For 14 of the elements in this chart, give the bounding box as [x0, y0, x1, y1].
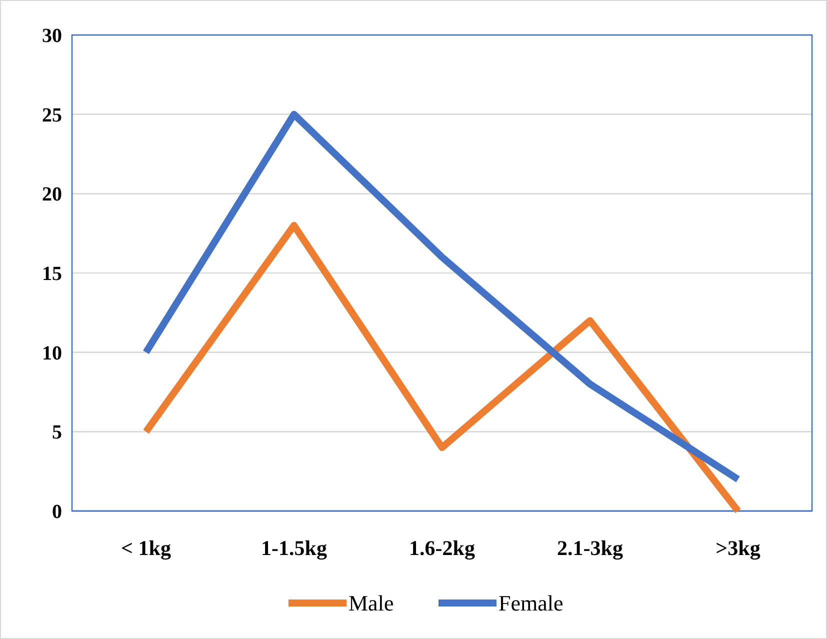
x-tick-label: 2.1-3kg [557, 536, 624, 560]
legend-label: Male [348, 590, 394, 616]
x-tick-label: 1.6-2kg [409, 536, 476, 560]
y-tick-label: 15 [42, 263, 62, 285]
y-tick-label: 25 [42, 104, 62, 126]
x-tick-label: 1-1.5kg [261, 536, 328, 560]
y-tick-label: 30 [42, 25, 62, 47]
y-tick-label: 0 [52, 501, 62, 523]
y-tick-label: 10 [42, 342, 62, 364]
y-tick-label: 5 [52, 422, 62, 444]
legend-label: Female [498, 590, 564, 616]
y-tick-label: 20 [42, 184, 62, 206]
x-tick-label: >3kg [716, 536, 761, 560]
x-tick-label: < 1kg [121, 536, 172, 560]
